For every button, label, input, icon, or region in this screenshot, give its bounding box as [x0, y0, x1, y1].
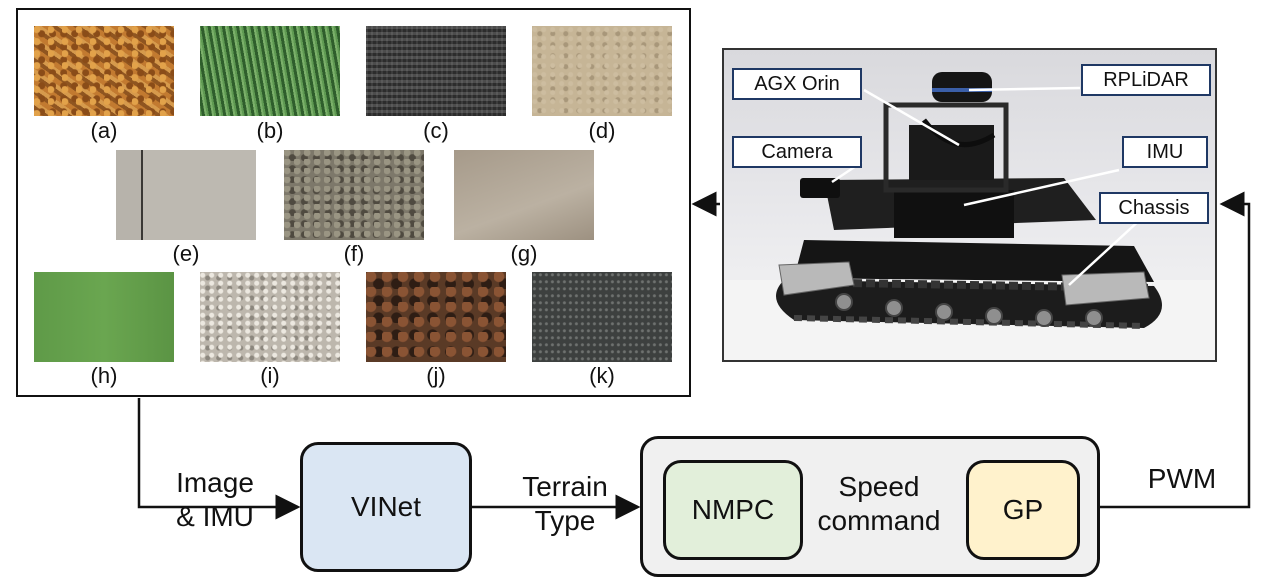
- terrain-image-b: [200, 26, 340, 116]
- gp-block: GP: [966, 460, 1080, 560]
- terrain-caption-a: (a): [90, 118, 118, 143]
- terrain-caption-h: (h): [90, 363, 118, 388]
- terrain-type-line2: Type: [534, 505, 596, 536]
- vinet-block: VINet: [300, 442, 472, 572]
- terrain-image-e: [116, 150, 256, 240]
- terrain-caption-d: (d): [588, 118, 616, 143]
- terrain-type-line1: Terrain: [522, 471, 608, 502]
- terrain-type-label: Terrain Type: [500, 470, 630, 538]
- callout-chassis: Chassis: [1099, 192, 1209, 224]
- input-label-line2: & IMU: [176, 501, 254, 532]
- terrain-image-g: [454, 150, 594, 240]
- speed-command-label: Speed command: [804, 470, 954, 538]
- terrain-image-f: [284, 150, 424, 240]
- callout-imu: IMU: [1122, 136, 1208, 168]
- terrain-caption-c: (c): [423, 118, 449, 143]
- terrain-image-a: [34, 26, 174, 116]
- terrain-image-k: [532, 272, 672, 362]
- callout-agx-orin: AGX Orin: [732, 68, 862, 100]
- speed-command-line2: command: [817, 505, 941, 536]
- terrain-caption-b: (b): [256, 118, 284, 143]
- terrain-image-j: [366, 272, 506, 362]
- pwm-label: PWM: [1147, 463, 1217, 494]
- robot-illustration: [724, 72, 1215, 360]
- callout-camera: Camera: [732, 136, 862, 168]
- callout-rplidar: RPLiDAR: [1081, 64, 1211, 96]
- terrain-caption-e: (e): [172, 241, 200, 266]
- terrain-image-h: [34, 272, 174, 362]
- input-label: Image & IMU: [150, 466, 280, 534]
- terrain-caption-j: (j): [426, 363, 446, 388]
- speed-command-line1: Speed: [838, 471, 920, 502]
- terrain-caption-g: (g): [510, 241, 538, 266]
- robot-photo: AGX Orin RPLiDAR Camera IMU Chassis: [722, 48, 1217, 362]
- nmpc-block: NMPC: [663, 460, 803, 560]
- terrain-caption-i: (i): [260, 363, 280, 388]
- terrain-caption-k: (k): [589, 363, 615, 388]
- terrain-image-i: [200, 272, 340, 362]
- terrain-image-d: [532, 26, 672, 116]
- terrain-samples-panel: (a) (b) (c) (d) (e) (f) (g) (h) (i) (j) …: [16, 8, 691, 397]
- input-label-line1: Image: [176, 467, 254, 498]
- terrain-caption-f: (f): [343, 241, 365, 266]
- terrain-image-c: [366, 26, 506, 116]
